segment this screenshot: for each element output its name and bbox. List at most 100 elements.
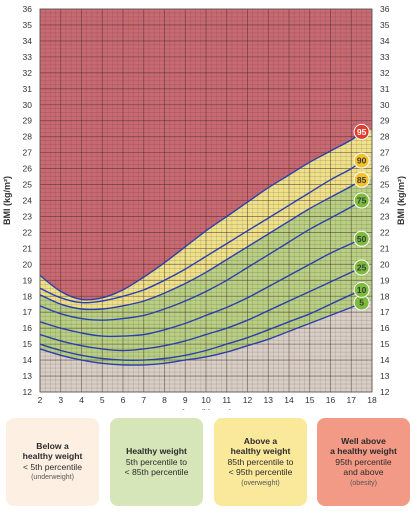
y-tick-label-left: 25 [23, 180, 33, 190]
legend-healthy-desc: 5th percentile to < 85th percentile [124, 456, 189, 478]
percentile-line-5 [39, 301, 362, 366]
y-tick-label-left: 30 [23, 100, 33, 110]
y-tick-label-right: 19 [380, 275, 390, 285]
x-tick-label: 3 [58, 395, 63, 405]
y-tick-label-left: 15 [23, 339, 33, 349]
y-tick-label-left: 12 [23, 387, 33, 397]
percentile-badge-85 [353, 171, 370, 188]
legend-underweight: Below a healthy weight < 5th percentile … [6, 418, 99, 506]
y-tick-label-right: 27 [380, 148, 390, 158]
percentile-line-85 [39, 179, 362, 311]
x-axis-label: Age (Years) [180, 408, 232, 410]
percentile-line-10 [39, 289, 362, 361]
x-tick-label: 12 [243, 395, 253, 405]
y-tick-label-right: 31 [380, 84, 390, 94]
y-tick-label-right: 18 [380, 291, 390, 301]
legend-overweight-desc: 85th percentile to < 95th percentile [227, 456, 294, 478]
percentile-badge-label-85: 85 [357, 175, 367, 185]
y-tick-label-left: 32 [23, 68, 33, 78]
y-tick-label-left: 35 [23, 20, 33, 30]
x-tick-label: 15 [305, 395, 315, 405]
category-legend: Below a healthy weight < 5th percentile … [0, 418, 413, 508]
percentile-badge-label-10: 10 [357, 285, 367, 295]
percentile-line-90 [39, 160, 363, 304]
y-tick-label-left: 24 [23, 196, 33, 206]
percentile-badge-label-90: 90 [357, 156, 367, 166]
y-tick-label-left: 21 [23, 243, 33, 253]
y-tick-label-right: 36 [380, 4, 390, 14]
x-tick-label: 16 [326, 395, 336, 405]
legend-obesity-desc: 95th percentile and above [335, 456, 392, 478]
y-tick-label-left: 23 [23, 211, 33, 221]
percentile-badge-label-25: 25 [357, 263, 367, 273]
legend-obesity-note: (obesity) [350, 479, 377, 487]
y-tick-label-right: 22 [380, 227, 390, 237]
x-tick-label: 2 [38, 395, 43, 405]
percentile-badge-label-95: 95 [357, 127, 367, 137]
y-tick-label-right: 26 [380, 164, 390, 174]
percentile-badge-label-75: 75 [357, 196, 367, 206]
percentile-badge-10 [353, 281, 370, 298]
y-axis-label-left: BMI (kg/m²) [2, 176, 12, 225]
y-tick-label-left: 14 [23, 355, 33, 365]
y-tick-label-left: 28 [23, 132, 33, 142]
y-tick-label-left: 29 [23, 116, 33, 126]
legend-underweight-title: Below a healthy weight [22, 440, 83, 462]
y-tick-label-right: 34 [380, 36, 390, 46]
y-tick-label-left: 13 [23, 371, 33, 381]
legend-healthy-title: Healthy weight [126, 446, 187, 457]
x-tick-label: 13 [264, 395, 274, 405]
y-tick-label-left: 16 [23, 323, 33, 333]
legend-underweight-note: (underweight) [31, 474, 74, 482]
y-tick-label-left: 18 [23, 291, 33, 301]
x-tick-label: 4 [79, 395, 84, 405]
x-tick-label: 14 [284, 395, 294, 405]
y-tick-label-left: 27 [23, 148, 33, 158]
y-tick-label-right: 21 [380, 243, 390, 253]
y-tick-label-right: 24 [380, 196, 390, 206]
x-tick-label: 7 [141, 395, 146, 405]
y-tick-label-right: 14 [380, 355, 390, 365]
legend-overweight-note: (overweight) [241, 479, 280, 487]
y-tick-label-left: 33 [23, 52, 33, 62]
y-tick-label-right: 23 [380, 211, 390, 221]
y-tick-label-right: 12 [380, 387, 390, 397]
percentile-badge-label-5: 5 [359, 298, 364, 308]
legend-overweight-title: Above a healthy weight [230, 435, 291, 457]
legend-underweight-desc: < 5th percentile [22, 461, 82, 472]
y-tick-label-right: 15 [380, 339, 390, 349]
legend-obesity: Well above a healthy weight 95th percent… [317, 418, 410, 506]
y-tick-label-right: 25 [380, 180, 390, 190]
y-tick-label-right: 35 [380, 20, 390, 30]
y-tick-label-right: 29 [380, 116, 390, 126]
x-tick-label: 18 [367, 395, 377, 405]
percentile-line-25 [39, 266, 362, 352]
y-tick-label-right: 33 [380, 52, 390, 62]
x-tick-label: 17 [347, 395, 357, 405]
x-tick-label: 11 [222, 395, 231, 405]
x-tick-label: 9 [183, 395, 188, 405]
y-tick-label-right: 20 [380, 259, 390, 269]
percentile-badge-label-50: 50 [357, 234, 367, 244]
percentile-badge-25 [353, 259, 370, 276]
y-tick-label-right: 28 [380, 132, 390, 142]
y-tick-label-left: 22 [23, 227, 33, 237]
x-tick-label: 5 [100, 395, 105, 405]
y-tick-label-right: 32 [380, 68, 390, 78]
x-tick-label: 10 [201, 395, 211, 405]
percentile-badge-50 [353, 230, 370, 247]
x-tick-label: 6 [121, 395, 126, 405]
y-axis-label-right: BMI (kg/m²) [396, 176, 406, 225]
y-tick-label-right: 13 [380, 371, 390, 381]
y-tick-label-left: 36 [23, 4, 33, 14]
x-tick-label: 8 [162, 395, 167, 405]
percentile-line-75 [39, 199, 362, 321]
percentile-badge-90 [353, 152, 370, 169]
percentile-badge-95 [353, 123, 370, 140]
plot-border [39, 8, 373, 393]
percentile-line-50 [39, 238, 362, 338]
y-tick-label-left: 26 [23, 164, 33, 174]
y-tick-label-right: 17 [380, 307, 390, 317]
y-tick-label-right: 30 [380, 100, 390, 110]
